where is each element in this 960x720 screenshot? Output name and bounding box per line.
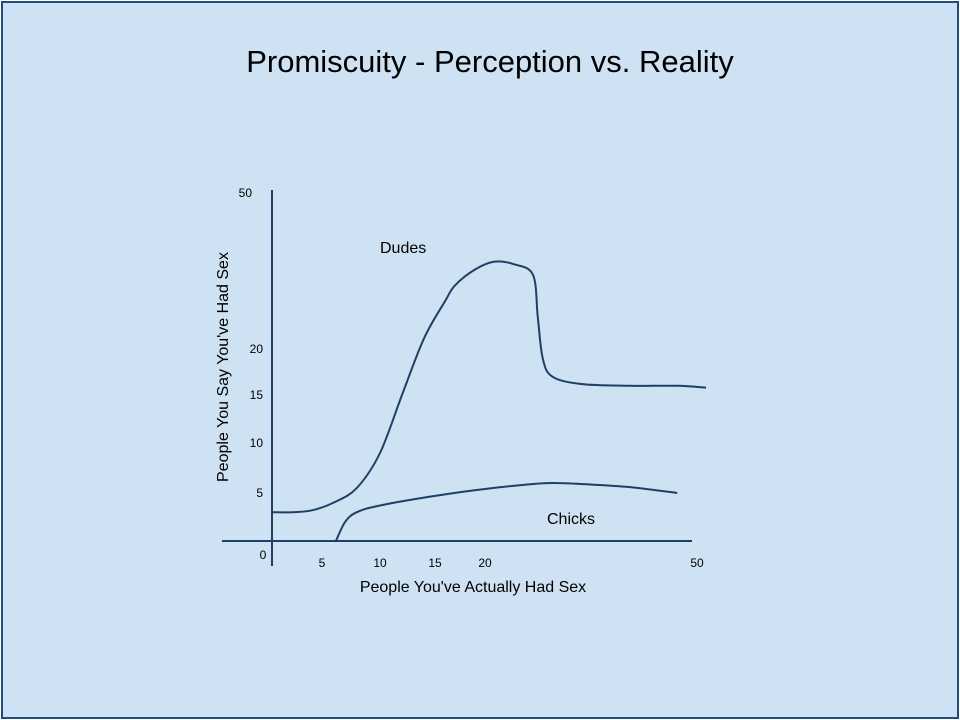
series-line-dudes [271,260,707,514]
y-axis-label: People You Say You've Had Sex [215,252,232,482]
chart-title: Promiscuity - Perception vs. Reality [246,44,734,79]
series-line-chicks [334,481,678,542]
y-tick-label: 50 [239,186,253,200]
origin-label: 0 [260,548,267,562]
y-tick-label: 15 [250,388,264,402]
series-label-chicks: Chicks [547,511,595,528]
y-tick-label: 20 [250,342,264,356]
x-tick-label: 10 [373,556,387,570]
x-tick-label: 15 [428,556,442,570]
y-tick-label: 10 [250,436,264,450]
series-label-dudes: Dudes [380,240,426,257]
x-tick-label: 50 [690,556,704,570]
y-tick-label: 5 [256,486,263,500]
x-tick-label: 5 [319,556,326,570]
x-axis-label: People You've Actually Had Sex [360,579,586,596]
x-tick-label: 20 [478,556,492,570]
